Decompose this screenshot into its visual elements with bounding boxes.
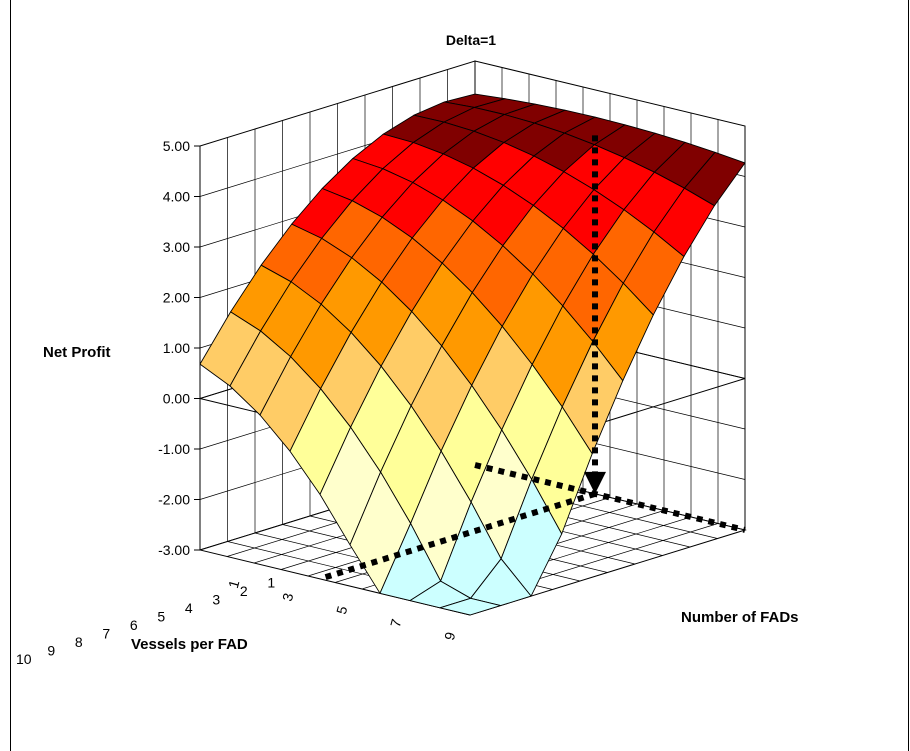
y-tick-label: 1 (225, 578, 243, 590)
z-tick-label: -3.00 (158, 542, 190, 558)
x-tick-label: 5 (157, 608, 165, 624)
surface-cell (439, 597, 502, 616)
arrow-annotation (319, 135, 746, 582)
x-tick-label: 10 (16, 651, 32, 667)
x-axis-title: Vessels per FAD (131, 636, 248, 653)
arrow-head (584, 471, 606, 494)
z-tick-label: -1.00 (158, 441, 190, 457)
z-tick-label: 1.00 (163, 340, 190, 356)
z-tick-label: 3.00 (163, 239, 190, 255)
axis-labels: 5.00 4.00 3.00 2.00 1.00 0.00 -1.00 -2.00 -3.00 1… (16, 138, 458, 667)
z-axis-title: Net Profit (43, 344, 111, 361)
x-tick-label: 3 (212, 591, 220, 607)
x-tick-label: 1 (267, 574, 275, 590)
y-tick-label: 9 (441, 630, 459, 642)
x-tick-label: 9 (47, 642, 55, 658)
chart-frame (10, 0, 909, 751)
x-tick-label: 7 (102, 625, 110, 641)
z-tick-label: 2.00 (163, 290, 190, 306)
y-axis-title: Number of FADs (681, 609, 799, 626)
x-tick-label: 6 (130, 617, 138, 633)
z-tick-label: -2.00 (158, 492, 190, 508)
x-tick-label: 4 (185, 600, 193, 616)
z-tick-label: 4.00 (163, 189, 190, 205)
chart-title: Delta=1 (446, 32, 496, 48)
y-tick-label: 3 (279, 591, 297, 603)
x-tick-label: 8 (75, 634, 83, 650)
z-tick-label: 0.00 (163, 391, 190, 407)
surface-mesh (199, 93, 746, 616)
y-tick-label: 5 (333, 604, 351, 616)
floor-dotted-line (474, 462, 746, 533)
x-tick-label: 2 (240, 583, 248, 599)
y-tick-label: 7 (387, 617, 405, 629)
z-tick-label: 5.00 (163, 138, 190, 154)
